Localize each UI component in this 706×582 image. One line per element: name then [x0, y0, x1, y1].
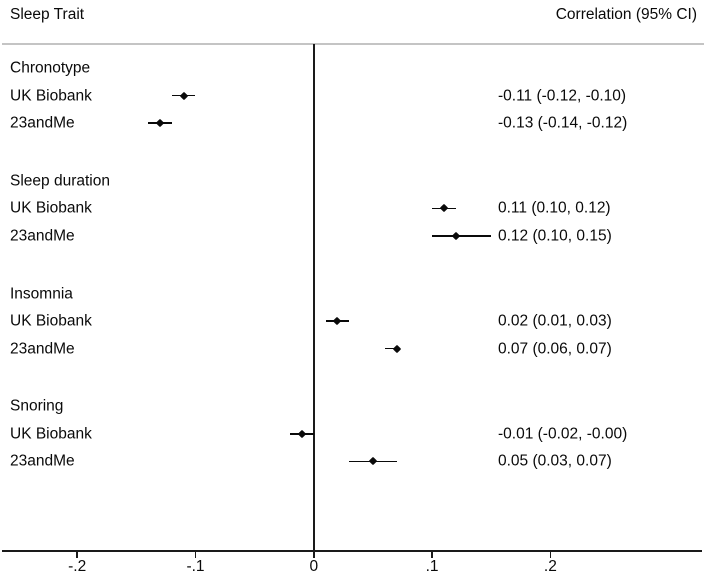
x-axis-tick-label: .2: [543, 558, 557, 575]
point-estimate-marker: [179, 91, 188, 100]
correlation-value: 0.11 (0.10, 0.12): [498, 199, 611, 217]
x-axis-tick-label: .1: [425, 558, 439, 575]
column-header-sleep-trait: Sleep Trait: [10, 6, 85, 23]
study-label: UK Biobank: [10, 425, 92, 443]
x-axis-tick: [431, 551, 433, 558]
x-axis-tick: [313, 551, 315, 558]
point-estimate-marker: [439, 204, 449, 213]
confidence-interval-line: [384, 347, 397, 350]
column-header-correlation: Correlation (95% CI): [555, 6, 697, 23]
study-label: 23andMe: [10, 340, 75, 358]
x-axis-tick: [76, 551, 78, 558]
study-label: UK Biobank: [10, 87, 92, 104]
x-axis-tick: [194, 551, 197, 558]
confidence-interval-line: [432, 235, 492, 237]
group-label: Insomnia: [10, 285, 73, 303]
study-label: 23andMe: [10, 114, 75, 132]
point-estimate-marker: [155, 118, 165, 128]
x-axis-line: [2, 550, 702, 552]
group-label: Sleep duration: [10, 172, 110, 190]
study-label: UK Biobank: [10, 199, 92, 217]
correlation-value: 0.07 (0.06, 0.07): [498, 340, 612, 358]
x-axis-tick-label: -.1: [186, 558, 205, 575]
point-estimate-marker: [368, 457, 378, 466]
group-label: Chronotype: [10, 59, 91, 77]
correlation-value: -0.01 (-0.02, -0.00): [498, 425, 628, 443]
correlation-value: 0.12 (0.10, 0.15): [498, 227, 612, 245]
x-axis-tick: [549, 551, 552, 558]
point-estimate-marker: [392, 344, 401, 353]
point-estimate-marker: [451, 231, 460, 241]
x-axis-tick-label: 0: [309, 558, 319, 575]
study-label: 23andMe: [10, 227, 75, 245]
x-axis-tick-label: -.2: [68, 558, 87, 575]
study-label: 23andMe: [10, 452, 75, 470]
correlation-value: 0.05 (0.03, 0.07): [498, 452, 612, 470]
group-label: Snoring: [10, 397, 64, 415]
study-label: UK Biobank: [10, 312, 92, 330]
point-estimate-marker: [297, 429, 307, 439]
point-estimate-marker: [333, 316, 342, 326]
correlation-value: -0.13 (-0.14, -0.12): [498, 114, 628, 132]
header-divider-line: [2, 43, 704, 45]
correlation-value: 0.02 (0.01, 0.03): [498, 312, 612, 330]
correlation-value: -0.11 (-0.12, -0.10): [498, 87, 627, 104]
zero-reference-line: [313, 44, 315, 551]
